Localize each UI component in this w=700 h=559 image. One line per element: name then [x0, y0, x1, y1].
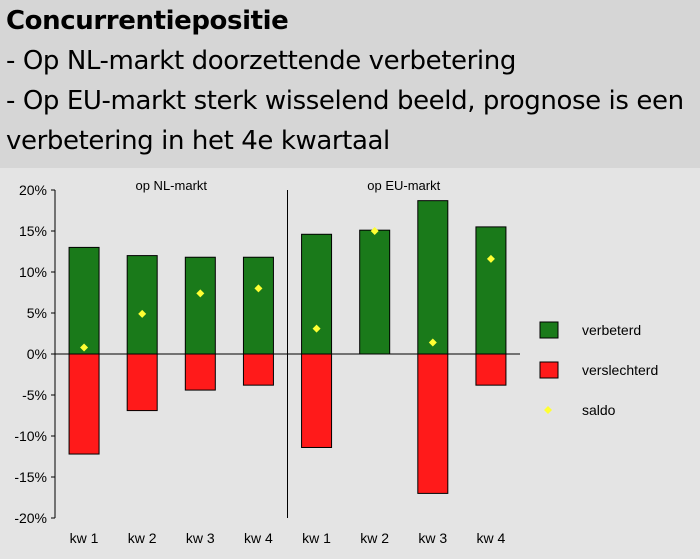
bullet-eu-market: - Op EU-markt sterk wisselend beeld, pro… — [6, 86, 684, 116]
x-tick-label: kw 3 — [186, 530, 215, 546]
bar-verslechterd — [242, 353, 274, 386]
bar-verslechterd — [68, 353, 100, 455]
slide-header: Concurrentiepositie - Op NL-markt doorze… — [0, 0, 700, 168]
bar-verslechterd — [184, 353, 216, 391]
bar-verbeterd — [475, 226, 507, 355]
legend-swatch-verslechterd — [539, 361, 559, 379]
legend-label-saldo: saldo — [582, 402, 616, 418]
saldo-marker — [80, 343, 89, 352]
axis-layer — [51, 189, 520, 519]
bar-verbeterd — [242, 256, 274, 355]
x-tick-label: kw 4 — [244, 530, 273, 546]
bar-verbeterd — [68, 246, 100, 355]
y-tick-label: -20% — [14, 510, 47, 526]
bar-verbeterd — [301, 233, 333, 355]
bar-verslechterd — [126, 353, 158, 412]
legend-swatch-saldo — [544, 406, 552, 414]
saldo-marker — [196, 289, 205, 298]
group-label: op NL-markt — [135, 178, 207, 193]
bar-verbeterd — [417, 200, 449, 355]
saldo-marker — [370, 227, 379, 235]
bar-verbeterd — [184, 256, 216, 355]
group-label: op EU-markt — [367, 178, 440, 193]
saldo-marker — [254, 284, 263, 293]
saldo-marker — [428, 338, 437, 347]
x-tick-label: kw 3 — [418, 530, 447, 546]
y-tick-label: 10% — [19, 264, 47, 280]
x-tick-label: kw 1 — [302, 530, 331, 546]
y-tick-label: -5% — [22, 387, 47, 403]
saldo-marker-layer — [80, 227, 495, 352]
x-tick-label: kw 4 — [477, 530, 506, 546]
label-layer: -20% -15% -10% -5% 0% 5% 10% 15% 20% op NL-markt o… — [14, 178, 505, 546]
bar-verbeterd — [359, 229, 391, 355]
legend-label-verbeterd: verbeterd — [582, 322, 641, 338]
y-tick-label: 0% — [27, 346, 47, 362]
saldo-marker — [312, 324, 321, 333]
y-tick-label: 20% — [19, 182, 47, 198]
bar-verslechterd — [417, 353, 449, 494]
legend: verbeterd verslechterd saldo — [539, 321, 658, 418]
bar-verbeterd — [126, 255, 158, 355]
y-tick-label: -15% — [14, 469, 47, 485]
legend-swatch-verbeterd — [539, 321, 559, 339]
y-tick-label: 5% — [27, 305, 47, 321]
bullet-nl-market: - Op NL-markt doorzettende verbetering — [6, 46, 516, 76]
saldo-marker — [138, 309, 147, 318]
slide-title: Concurrentiepositie — [6, 6, 289, 36]
y-tick-label: 15% — [19, 223, 47, 239]
x-tick-label: kw 1 — [70, 530, 99, 546]
bar-verslechterd — [475, 353, 507, 386]
bullet-eu-market-continued: verbetering in het 4e kwartaal — [6, 126, 390, 156]
legend-label-verslechterd: verslechterd — [582, 362, 658, 378]
bar-layer — [68, 200, 507, 494]
y-tick-label: -10% — [14, 428, 47, 444]
x-tick-label: kw 2 — [128, 530, 157, 546]
saldo-marker — [486, 254, 495, 263]
bar-verslechterd — [301, 353, 333, 448]
x-tick-label: kw 2 — [360, 530, 389, 546]
concurrentiepositie-chart: -20% -15% -10% -5% 0% 5% 10% 15% 20% op NL-markt o… — [14, 178, 658, 546]
